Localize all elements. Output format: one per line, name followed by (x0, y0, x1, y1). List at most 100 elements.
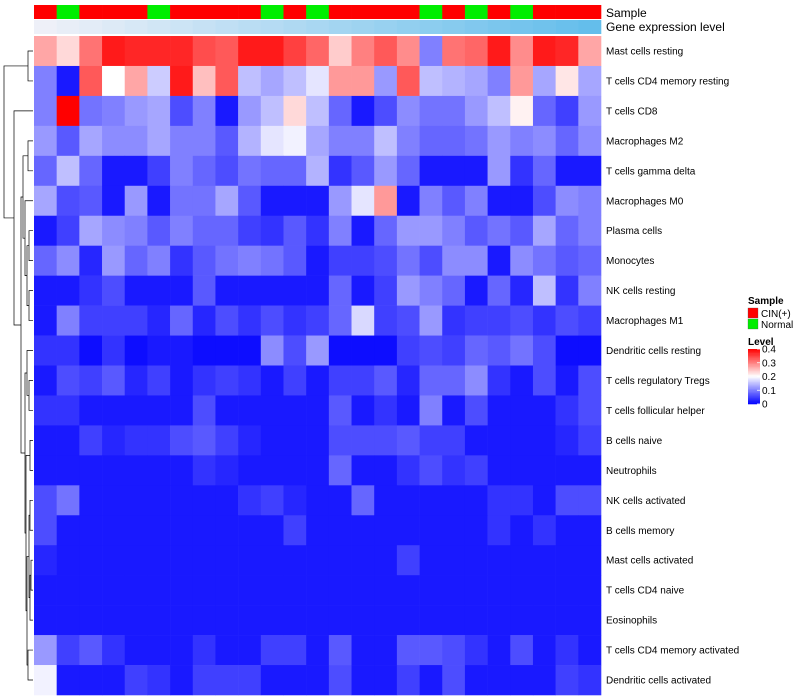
heatmap-cell (578, 665, 602, 696)
heatmap-cell (396, 245, 420, 276)
heatmap-cell (419, 395, 443, 426)
legend-color-step (748, 386, 760, 388)
legend-color-step (748, 398, 760, 401)
heatmap-cell (442, 545, 466, 576)
heatmap-cell (419, 95, 443, 127)
heatmap-cell (56, 425, 80, 456)
expression-annotation-cell (79, 20, 103, 34)
heatmap-cell (419, 425, 443, 456)
legend-color-step (748, 379, 760, 381)
heatmap-cell (374, 185, 398, 217)
heatmap-cell (102, 575, 126, 606)
heatmap-cell (215, 36, 239, 67)
heatmap-cell (147, 365, 171, 396)
heatmap-cell (79, 395, 103, 426)
legend-tick-label: 0.1 (762, 386, 776, 397)
heatmap-cell (306, 395, 330, 426)
heatmap-cell (487, 365, 511, 396)
heatmap-cell (510, 635, 534, 666)
heatmap-cell (238, 515, 262, 546)
heatmap-cell (238, 605, 262, 636)
heatmap-cell (34, 335, 57, 366)
heatmap-cell (260, 635, 284, 666)
heatmap-cell (419, 335, 443, 366)
heatmap-cell (419, 605, 443, 636)
heatmap-cell (34, 545, 57, 576)
heatmap-cell (124, 425, 148, 456)
heatmap-cell (170, 395, 194, 426)
sample-annotation-cell (396, 5, 420, 19)
dendrogram-branch (27, 50, 33, 82)
heatmap-cell (238, 155, 262, 187)
heatmap-cell (260, 305, 284, 336)
heatmap-cell (487, 395, 511, 426)
heatmap-cell (192, 155, 216, 187)
legend-color-step (748, 365, 760, 368)
heatmap-cell (56, 185, 80, 217)
sample-annotation-cell (283, 5, 307, 19)
heatmap-cell (532, 395, 556, 426)
heatmap-cell (306, 305, 330, 336)
heatmap-cell (170, 65, 194, 97)
heatmap-cell (170, 485, 194, 516)
heatmap-cell (328, 605, 352, 636)
heatmap-cell (510, 155, 534, 187)
legend-color-step (748, 376, 760, 379)
legend-color-step (748, 393, 760, 395)
heatmap-cell (147, 455, 171, 486)
heatmap-cell (555, 455, 579, 486)
sample-annotation-cell (442, 5, 466, 19)
heatmap-cell (328, 455, 352, 486)
heatmap-cell (124, 155, 148, 187)
heatmap-cell (238, 65, 262, 97)
heatmap-cell (306, 155, 330, 187)
heatmap-cell (170, 95, 194, 127)
heatmap-cell (170, 425, 194, 456)
heatmap-cell (487, 455, 511, 486)
expression-annotation-cell (238, 20, 262, 34)
heatmap-cell (396, 275, 420, 306)
heatmap-cell (34, 245, 57, 276)
heatmap-cell (442, 455, 466, 486)
heatmap-cell (238, 365, 262, 396)
expression-annotation-cell (351, 20, 375, 34)
heatmap-cell (192, 605, 216, 636)
heatmap-cell (34, 215, 57, 246)
heatmap-cell (147, 215, 171, 246)
heatmap-cell (102, 95, 126, 127)
heatmap-cell (351, 245, 375, 276)
heatmap-cell (487, 335, 511, 366)
heatmap-cell (374, 155, 398, 187)
sample-annotation-cell (464, 5, 488, 19)
heatmap-cell (102, 605, 126, 636)
heatmap-cell (487, 665, 511, 696)
heatmap-cell (464, 425, 488, 456)
heatmap-cell (56, 65, 80, 97)
heatmap-cell (532, 665, 556, 696)
heatmap-cell (283, 65, 307, 97)
sample-annotation-cell (56, 5, 80, 19)
heatmap-cell (306, 245, 330, 276)
legend-color-step (748, 357, 760, 359)
heatmap-cell (192, 215, 216, 246)
heatmap-cell (283, 425, 307, 456)
heatmap-cell (192, 65, 216, 97)
legend-color-step (748, 394, 760, 397)
heatmap-cell (510, 515, 534, 546)
heatmap-cell (510, 275, 534, 306)
heatmap-cell (487, 185, 511, 217)
heatmap-cell (79, 95, 103, 127)
legend-level-ticks: 0.4 0.3 0.2 0.1 0 (757, 345, 776, 411)
heatmap-cell (328, 155, 352, 187)
heatmap-cell (102, 185, 126, 217)
row-label: Macrophages M1 (606, 316, 684, 327)
heatmap-cell (215, 125, 239, 157)
sample-annotation-cell (79, 5, 103, 19)
legend-sample-title: Sample (748, 296, 784, 307)
heatmap-cell (510, 185, 534, 217)
heatmap-cell (170, 575, 194, 606)
heatmap-cell (442, 665, 466, 696)
legend-color-step (748, 350, 760, 353)
heatmap-cell (510, 65, 534, 97)
